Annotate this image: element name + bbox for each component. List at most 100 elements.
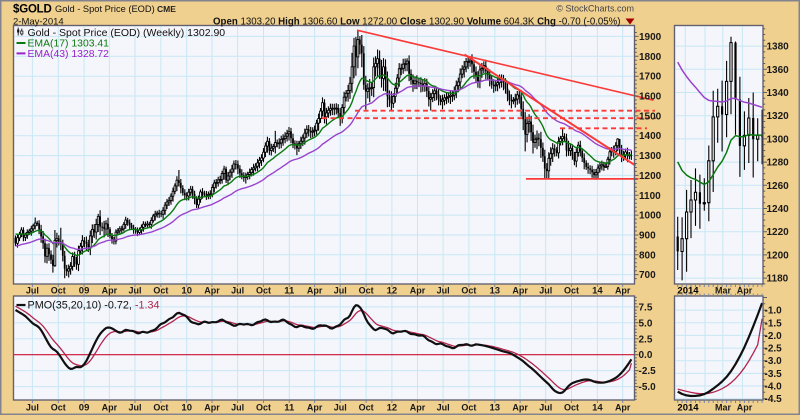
svg-text:09: 09 bbox=[79, 402, 90, 413]
svg-text:1900: 1900 bbox=[639, 32, 662, 43]
svg-text:1600: 1600 bbox=[639, 92, 662, 103]
svg-text:Jul: Jul bbox=[128, 402, 141, 412]
svg-text:14: 14 bbox=[592, 402, 603, 413]
svg-text:1100: 1100 bbox=[639, 191, 661, 202]
svg-text:Jul: Jul bbox=[26, 285, 39, 295]
svg-text:Apr: Apr bbox=[102, 285, 118, 295]
svg-text:Gold - Spot Price (EOD): Gold - Spot Price (EOD) bbox=[55, 4, 155, 14]
svg-text:1300: 1300 bbox=[767, 134, 790, 145]
svg-text:-1.5: -1.5 bbox=[765, 318, 783, 329]
svg-text:Jul: Jul bbox=[437, 285, 450, 295]
svg-text:1360: 1360 bbox=[767, 65, 790, 76]
svg-text:Apr: Apr bbox=[410, 285, 426, 295]
svg-text:Oct: Oct bbox=[153, 285, 168, 295]
svg-text:Apr: Apr bbox=[307, 402, 323, 412]
svg-text:12: 12 bbox=[387, 285, 398, 296]
svg-text:Apr: Apr bbox=[737, 402, 753, 412]
svg-text:Jul: Jul bbox=[437, 402, 450, 412]
svg-text:-2.5: -2.5 bbox=[639, 366, 657, 377]
svg-text:$GOLD: $GOLD bbox=[13, 4, 52, 16]
svg-text:1400: 1400 bbox=[639, 131, 662, 142]
svg-text:Open 1303.20 High 1306.60 Low: Open 1303.20 High 1306.60 Low 1272.00 Cl… bbox=[213, 17, 621, 28]
svg-text:1340: 1340 bbox=[767, 88, 790, 99]
svg-text:-4.5: -4.5 bbox=[765, 394, 783, 405]
svg-text:Gold - Spot Price (EOD) (Weekl: Gold - Spot Price (EOD) (Weekly) 1302.90 bbox=[28, 27, 226, 39]
svg-text:EMA(43) 1328.72: EMA(43) 1328.72 bbox=[28, 49, 110, 60]
svg-text:1700: 1700 bbox=[639, 72, 662, 83]
svg-text:-3.0: -3.0 bbox=[765, 356, 783, 367]
svg-text:Oct: Oct bbox=[359, 402, 374, 412]
svg-text:2-May-2014: 2-May-2014 bbox=[13, 17, 64, 28]
svg-text:EMA(17) 1303.41: EMA(17) 1303.41 bbox=[28, 39, 110, 50]
svg-text:5.0: 5.0 bbox=[639, 318, 653, 329]
svg-text:12: 12 bbox=[387, 402, 398, 413]
svg-text:Jul: Jul bbox=[26, 402, 39, 412]
svg-text:-5.0: -5.0 bbox=[639, 382, 657, 393]
svg-text:1300: 1300 bbox=[639, 151, 662, 162]
svg-text:10: 10 bbox=[181, 402, 192, 413]
svg-text:14: 14 bbox=[592, 285, 603, 296]
svg-text:Jul: Jul bbox=[334, 285, 347, 295]
svg-text:Oct: Oct bbox=[359, 285, 374, 295]
svg-text:1500: 1500 bbox=[639, 111, 662, 122]
svg-text:2.5: 2.5 bbox=[639, 334, 653, 345]
svg-text:Jul: Jul bbox=[539, 285, 552, 295]
svg-text:-2.5: -2.5 bbox=[765, 344, 783, 355]
svg-text:Apr: Apr bbox=[204, 402, 220, 412]
svg-text:-3.5: -3.5 bbox=[765, 369, 783, 380]
svg-text:Apr: Apr bbox=[737, 285, 753, 295]
svg-text:Jul: Jul bbox=[334, 402, 347, 412]
svg-text:Oct: Oct bbox=[256, 285, 271, 295]
svg-text:800: 800 bbox=[639, 250, 656, 261]
svg-text:1200: 1200 bbox=[639, 171, 662, 182]
svg-text:Mar: Mar bbox=[715, 402, 732, 412]
svg-text:1240: 1240 bbox=[767, 204, 790, 215]
svg-text:-1.0: -1.0 bbox=[765, 306, 783, 317]
svg-text:7.5: 7.5 bbox=[639, 302, 653, 313]
svg-text:Oct: Oct bbox=[153, 402, 168, 412]
svg-text:Oct: Oct bbox=[564, 285, 579, 295]
svg-text:0.0: 0.0 bbox=[639, 350, 653, 361]
svg-text:Apr: Apr bbox=[307, 285, 323, 295]
svg-text:Oct: Oct bbox=[256, 402, 271, 412]
svg-text:CME: CME bbox=[157, 4, 176, 14]
svg-text:Jul: Jul bbox=[539, 402, 552, 412]
svg-text:Apr: Apr bbox=[615, 285, 631, 295]
svg-text:1260: 1260 bbox=[767, 181, 790, 192]
svg-text:1280: 1280 bbox=[767, 158, 790, 169]
svg-text:PMO(35,20,10) -0.72, -1.34: PMO(35,20,10) -0.72, -1.34 bbox=[28, 300, 160, 312]
svg-text:Mar: Mar bbox=[715, 285, 732, 295]
svg-text:Apr: Apr bbox=[512, 402, 528, 412]
svg-text:1180: 1180 bbox=[767, 274, 789, 285]
svg-text:1320: 1320 bbox=[767, 111, 790, 122]
svg-text:Apr: Apr bbox=[410, 402, 426, 412]
svg-text:1800: 1800 bbox=[639, 52, 662, 63]
svg-text:Oct: Oct bbox=[51, 402, 66, 412]
svg-text:2014: 2014 bbox=[677, 402, 699, 413]
svg-text:13: 13 bbox=[490, 402, 501, 413]
svg-text:Jul: Jul bbox=[128, 285, 141, 295]
svg-text:2014: 2014 bbox=[677, 285, 699, 296]
svg-text:Oct: Oct bbox=[461, 402, 476, 412]
svg-text:-4.0: -4.0 bbox=[765, 382, 783, 393]
svg-text:Apr: Apr bbox=[512, 285, 528, 295]
svg-text:Apr: Apr bbox=[204, 285, 220, 295]
svg-text:1200: 1200 bbox=[767, 250, 790, 261]
svg-text:1000: 1000 bbox=[639, 211, 662, 222]
svg-text:10: 10 bbox=[181, 285, 192, 296]
svg-text:1220: 1220 bbox=[767, 227, 790, 238]
svg-text:Jul: Jul bbox=[231, 402, 244, 412]
svg-text:© StockCharts.com: © StockCharts.com bbox=[556, 4, 634, 14]
svg-text:1380: 1380 bbox=[767, 42, 790, 53]
svg-text:Apr: Apr bbox=[102, 402, 118, 412]
svg-text:Jul: Jul bbox=[231, 285, 244, 295]
svg-text:Oct: Oct bbox=[461, 285, 476, 295]
svg-text:900: 900 bbox=[639, 231, 656, 242]
svg-text:11: 11 bbox=[284, 402, 295, 413]
svg-text:11: 11 bbox=[284, 285, 295, 296]
svg-text:-2.0: -2.0 bbox=[765, 331, 783, 342]
svg-text:Oct: Oct bbox=[564, 402, 579, 412]
svg-text:700: 700 bbox=[639, 270, 656, 281]
svg-text:Apr: Apr bbox=[615, 402, 631, 412]
svg-text:09: 09 bbox=[79, 285, 90, 296]
